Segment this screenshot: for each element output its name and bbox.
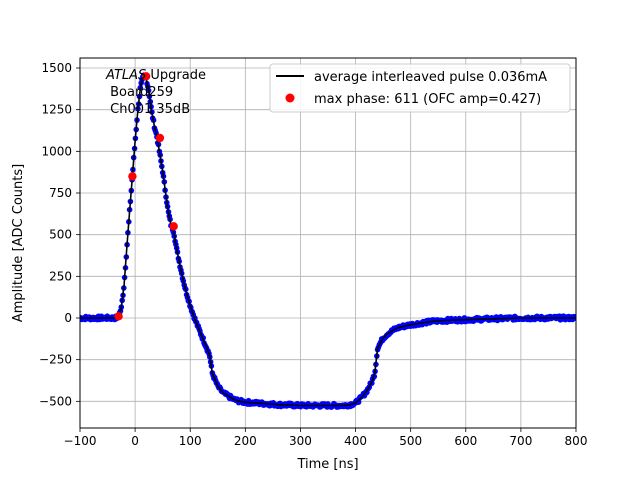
x-tick-label: 300 [289, 434, 312, 448]
legend-entry-pulse: average interleaved pulse 0.036mA [314, 70, 547, 85]
y-tick-label: 500 [49, 228, 72, 242]
legend-marker-swatch [285, 93, 295, 103]
annotation-line-2: Board259 [106, 85, 173, 100]
x-tick-label: 100 [179, 434, 202, 448]
y-tick-label: 1500 [41, 61, 72, 75]
y-tick-label: −250 [39, 353, 72, 367]
annotation-atlas: ATLAS [105, 68, 146, 83]
max-phase-marker [114, 312, 123, 321]
atlas-annotation: ATLAS Upgrade Board259 Ch001 35dB [105, 68, 206, 117]
annotation-line-3: Ch001 35dB [106, 102, 190, 117]
max-phase-marker [169, 222, 178, 231]
y-tick-label: 250 [49, 269, 72, 283]
max-phase-marker [128, 172, 137, 181]
y-tick-label: 1250 [41, 103, 72, 117]
axis-ticks: −100 0 100 200 300 400 500 600 700 800 −500 −250 0 25… [39, 61, 587, 448]
legend: average interleaved pulse 0.036mA max ph… [269, 63, 571, 113]
x-tick-label: 700 [509, 434, 532, 448]
y-tick-label: 1000 [41, 144, 72, 158]
x-axis-label: Time [ns] [296, 457, 358, 472]
x-tick-label: −100 [64, 434, 97, 448]
y-tick-label: 0 [64, 311, 72, 325]
max-phase-marker [141, 72, 151, 81]
legend-entry-max-phase: max phase: 611 (OFC amp=0.427) [314, 92, 541, 107]
y-tick-label: 750 [49, 186, 72, 200]
annotation-line-1: ATLAS Upgrade [105, 68, 206, 83]
legend-frame [269, 63, 571, 113]
x-tick-label: 400 [344, 434, 367, 448]
plot-frame [79, 57, 577, 429]
data-layer [80, 72, 576, 410]
y-axis-label: Amplitude [ADC Counts] [11, 164, 26, 322]
x-tick-label: 600 [454, 434, 477, 448]
x-tick-label: 500 [399, 434, 422, 448]
plot-background [80, 58, 576, 428]
y-tick-label: −500 [39, 394, 72, 408]
x-tick-label: 200 [234, 434, 257, 448]
x-tick-label: 800 [565, 434, 588, 448]
max-phase-marker [155, 133, 165, 143]
annotation-upgrade: Upgrade [146, 68, 206, 83]
x-tick-label: 0 [131, 434, 139, 448]
